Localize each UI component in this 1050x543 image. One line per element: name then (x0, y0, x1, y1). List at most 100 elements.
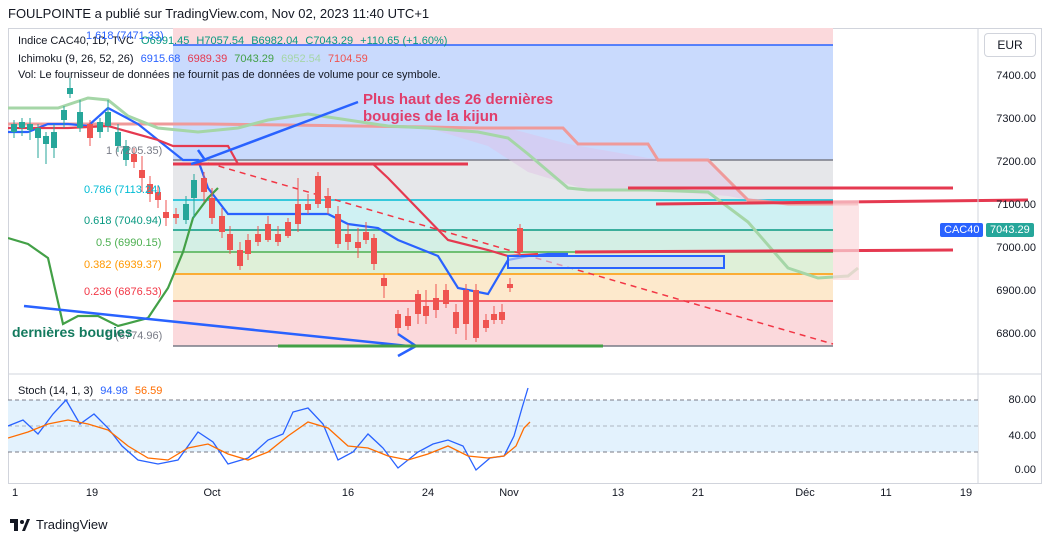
annotation-line-2: bougies de la kijun (363, 108, 499, 125)
candle-body (87, 124, 93, 138)
x-tick: 24 (421, 487, 435, 499)
projection-zone (833, 200, 859, 280)
fib-label-0382: 0.382 (6939.37) (84, 259, 162, 271)
x-tick: 19 (85, 487, 99, 499)
candle-body (115, 132, 121, 146)
stoch-name: Stoch (14, 1, 3) (18, 385, 94, 397)
dashed-trendline (207, 162, 834, 345)
stoch-k-value: 94.98 (100, 385, 128, 397)
x-tick: 13 (611, 487, 625, 499)
change-value: +110.65 (+1.60%) (360, 35, 448, 47)
x-tick: 19 (959, 487, 973, 499)
candle-body (255, 234, 261, 242)
price-tick: 6900.00 (996, 285, 1036, 297)
candle-body (245, 240, 251, 254)
price-tick: 7300.00 (996, 113, 1036, 125)
price-tick: 7200.00 (996, 156, 1036, 168)
x-tick: Nov (499, 487, 519, 499)
blue-arrow-line (197, 100, 359, 164)
symbol-tag[interactable]: CAC40 (940, 223, 984, 237)
main-legend[interactable]: Indice CAC40, 1D, TVC O6991.45 H7057.54 … (18, 35, 451, 47)
candle-body (209, 198, 215, 218)
currency-button[interactable]: EUR (984, 33, 1036, 57)
candle-body (147, 184, 153, 194)
stoch-d-value: 56.59 (134, 385, 163, 397)
candle-body (19, 122, 25, 128)
annotation-left[interactable]: dernières bougies (12, 324, 133, 340)
candle-body (201, 178, 207, 192)
candle-body (499, 312, 505, 320)
candle-body (173, 214, 179, 218)
x-tick: 21 (691, 487, 705, 499)
ichimoku-legend[interactable]: Ichimoku (9, 26, 52, 26) 6915.68 6989.39… (18, 53, 372, 65)
candle-body (105, 112, 111, 126)
candle-body (183, 204, 189, 220)
candle-body (51, 132, 57, 148)
candle-body (325, 196, 331, 208)
candle-body (491, 314, 497, 320)
stoch-k-line (8, 387, 529, 472)
candle-body (345, 234, 351, 242)
candle-body (275, 234, 281, 242)
candle-body (27, 124, 33, 130)
stoch-legend[interactable]: Stoch (14, 1, 3) 94.98 56.59 (18, 385, 166, 397)
fib-zone-orange (173, 274, 833, 301)
last-price-tag[interactable]: 7043.29 (986, 223, 1034, 237)
candle-body (61, 110, 67, 120)
candle-body (335, 214, 341, 244)
drawn-red-line-3 (574, 248, 954, 254)
candle-body (371, 238, 377, 264)
fib-zone-teal (173, 230, 833, 252)
tradingview-logo[interactable]: TradingView (10, 517, 108, 532)
candle-body (155, 192, 161, 200)
candle-body (463, 290, 469, 324)
candle-body (131, 154, 137, 162)
close-value: C7043.29 (305, 35, 354, 47)
x-tick: 11 (880, 487, 892, 499)
volume-note: Vol: Le fournisseur de données ne fourni… (18, 69, 441, 81)
candles (11, 78, 523, 342)
candle-body (163, 212, 169, 218)
fib-label-0786: 0.786 (7113.24) (84, 184, 161, 196)
publisher-line: FOULPOINTE a publié sur TradingView.com,… (8, 6, 430, 21)
fib-label-0: 0 (6774.96) (106, 330, 163, 342)
candle-body (237, 250, 243, 266)
candle-body (433, 298, 439, 310)
cloud-fill (173, 124, 833, 204)
annotation-top[interactable]: Plus haut des 26 dernières bougies de la… (363, 91, 553, 125)
highlight-box (507, 255, 725, 269)
tradingview-logo-icon (10, 518, 30, 531)
candle-body (305, 204, 311, 210)
candle-body (405, 316, 411, 326)
candle-body (315, 176, 321, 204)
candle-body (517, 228, 523, 252)
candle-body (11, 124, 17, 132)
senkou-b-line (8, 122, 858, 206)
fib-label-05: 0.5 (6990.15) (96, 237, 162, 249)
chart-canvas[interactable] (8, 28, 1042, 484)
senkou-a-value: 6952.54 (281, 53, 321, 65)
fib-label-0236: 0.236 (6876.53) (84, 286, 162, 298)
candle-body (265, 224, 271, 240)
price-tick: 6800.00 (996, 328, 1036, 340)
annotation-line-1: Plus haut des 26 dernières (363, 91, 554, 108)
tenkan-value: 6915.68 (140, 53, 181, 65)
candle-body (67, 88, 73, 94)
candle-body (453, 312, 459, 328)
fib-zone-grey (173, 160, 833, 200)
candle-body (483, 320, 489, 328)
senkou-b-value: 7104.59 (327, 53, 368, 65)
candle-body (97, 122, 103, 132)
chikou-line (8, 187, 219, 328)
candle-body (381, 278, 387, 286)
candle-body (443, 290, 449, 304)
senkou-a-line (8, 96, 859, 280)
stoch-d-line (8, 419, 531, 461)
candle-body (227, 234, 233, 250)
stoch-tick: 40.00 (1008, 430, 1036, 442)
symbol-name: Indice CAC40, 1D, TVC (18, 35, 134, 47)
candle-body (123, 146, 129, 160)
fib-label-1618: 1.618 (7471.33) (86, 30, 164, 42)
high-value: H7057.54 (196, 35, 245, 47)
candle-body (219, 216, 225, 232)
